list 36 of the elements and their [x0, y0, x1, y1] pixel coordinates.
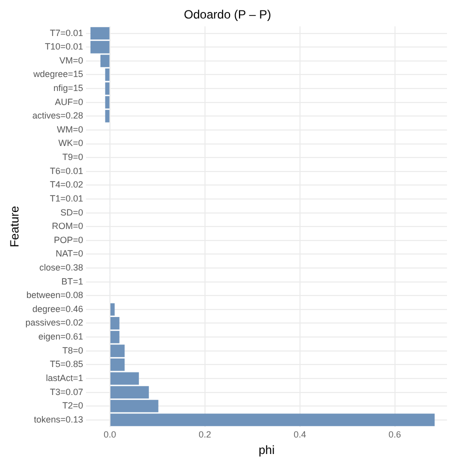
y-tick-label: AUF=0 [54, 96, 84, 107]
y-tick-label: eigen=0.61 [38, 332, 84, 342]
y-tick-label: T6=0.01 [50, 166, 84, 176]
y-tick-label: close=0.38 [39, 262, 84, 273]
y-tick-label: passives=0.02 [25, 318, 84, 328]
chart-title: Odoardo (P – P) [184, 8, 272, 22]
y-tick-label: T1=0.01 [50, 193, 84, 204]
y-tick-label: BT=1 [61, 276, 84, 286]
x-tick-label: 0.2 [198, 430, 212, 440]
x-tick-label: 0.4 [294, 430, 306, 440]
y-tick-label: ROM=0 [52, 221, 84, 232]
y-tick-label: T10=0.01 [44, 42, 84, 52]
y-tick-label: T3=0.07 [50, 386, 84, 397]
y-tick-label: T8=0 [62, 345, 84, 356]
y-tick-label: T2=0 [62, 400, 84, 411]
y-tick-label: nfig=15 [53, 83, 84, 94]
y-tick-label: SD=0 [60, 207, 84, 218]
y-tick-label: WM=0 [56, 124, 84, 134]
x-axis-title: phi [258, 443, 275, 458]
y-tick-label: wdegree=15 [32, 69, 84, 80]
y-tick-label: actives=0.28 [32, 110, 84, 121]
y-tick-label: WK=0 [58, 138, 84, 148]
y-tick-label: VM=0 [59, 55, 84, 66]
y-tick-label: T9=0 [62, 152, 84, 162]
y-tick-label: lastAct=1 [46, 372, 84, 383]
y-axis-title: Feature [8, 206, 22, 248]
x-tick-label: 0.6 [388, 430, 402, 440]
y-tick-label: NAT=0 [56, 248, 84, 259]
y-tick-label: POP=0 [54, 234, 84, 245]
y-tick-label: T5=0.85 [50, 359, 84, 370]
y-tick-label: T7=0.01 [50, 28, 84, 38]
y-tick-label: degree=0.46 [32, 304, 84, 314]
y-tick-label: tokens=0.13 [34, 414, 84, 424]
y-tick-label: between=0.08 [26, 290, 84, 300]
x-tick-label: 0.0 [104, 430, 116, 440]
y-tick-label: T4=0.02 [50, 180, 84, 190]
